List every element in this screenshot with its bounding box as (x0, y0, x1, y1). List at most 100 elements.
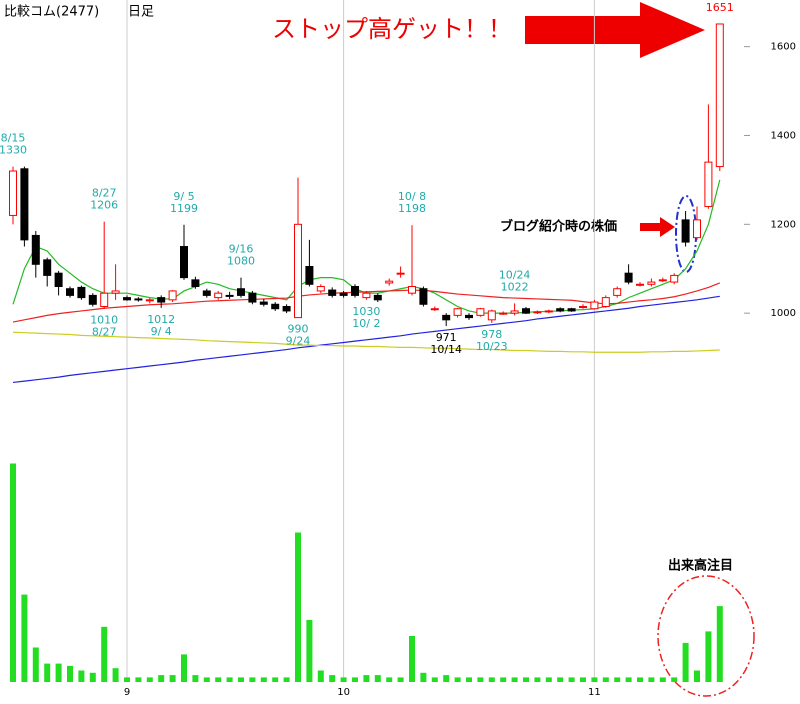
volume-bar (44, 663, 51, 682)
candle-body (408, 286, 416, 294)
candle-body (202, 290, 211, 296)
candle-body (487, 310, 496, 321)
y-tick-label: 1000 (771, 308, 796, 319)
volume-bar (192, 675, 199, 682)
candle-body (544, 310, 553, 313)
chart-subtitle: 日足 (128, 5, 154, 20)
volume-bar (614, 677, 621, 682)
volume-bar (659, 677, 666, 682)
volume-ellipse (657, 575, 755, 697)
volume-bar (10, 463, 16, 682)
peak-date: 8/27 (92, 187, 117, 200)
trough-value: 1012 (147, 313, 175, 326)
volume-bar (283, 677, 290, 682)
candle-body (613, 288, 622, 296)
volume-bar (21, 594, 28, 682)
candle-body (100, 292, 109, 307)
candle-body (157, 297, 166, 303)
volume-bar (135, 677, 142, 682)
candle-body (590, 301, 599, 310)
peak-value: 1330 (0, 144, 27, 157)
volume-bar (124, 677, 130, 682)
candle-body (259, 301, 268, 305)
candle-body (647, 281, 656, 285)
candle-body (636, 283, 644, 286)
volume-bar (386, 677, 393, 682)
candle-body (476, 308, 485, 316)
volume-bar (101, 626, 108, 682)
candle-body (499, 312, 508, 315)
y-tick-label: 1400 (771, 130, 796, 141)
candle-body (294, 223, 302, 319)
candle-body (453, 308, 462, 316)
volume-bar (67, 665, 73, 682)
trough-date: 10/14 (430, 343, 462, 356)
peak-value: 1198 (398, 202, 426, 215)
candle-body (658, 279, 667, 282)
candle-body (510, 310, 519, 314)
volume-bar (203, 677, 210, 682)
candle-body (20, 168, 29, 241)
candle-body (54, 272, 63, 288)
candle-body (180, 246, 188, 279)
candle-body (282, 305, 291, 312)
trough-value: 971 (436, 331, 457, 344)
trough-date: 8/27 (92, 326, 117, 339)
volume-bar (181, 654, 187, 682)
volume-bar (329, 675, 336, 682)
peak-date: 8/15 (1, 132, 26, 145)
x-tick-label: 9 (124, 687, 130, 698)
candle-body (704, 161, 713, 208)
candle-body (123, 297, 131, 301)
y-tick-label: 1600 (771, 42, 796, 53)
peak-date: 9/ 5 (173, 190, 194, 203)
candle-body (88, 294, 97, 305)
candle-body (328, 289, 337, 296)
trough-date: 9/ 4 (151, 325, 172, 338)
volume-bar (272, 677, 279, 682)
volume-bar (602, 677, 609, 682)
candle-body (31, 234, 40, 265)
candle-body (43, 259, 52, 276)
candle-body (316, 286, 325, 292)
volume-bar (580, 677, 586, 682)
volume-bar (625, 677, 632, 682)
volume-bar (511, 677, 518, 682)
volume-bar (352, 677, 358, 682)
volume-bar (637, 677, 643, 682)
candle-body (9, 170, 17, 216)
volume-bar (545, 677, 552, 682)
candle-body (533, 311, 542, 314)
volume-bar (694, 670, 700, 682)
volume-bar (557, 677, 564, 682)
small-arrow (640, 217, 675, 237)
candle-body (465, 314, 473, 319)
volume-bar (32, 647, 39, 682)
volume-bar (306, 619, 313, 682)
y-tick-label: 1200 (771, 219, 796, 230)
note-blog: ブログ紹介時の株価 (500, 219, 617, 235)
x-tick-label: 10 (337, 687, 350, 698)
big-arrow (525, 2, 705, 58)
volume-bar (238, 677, 244, 682)
candle-body (66, 288, 74, 296)
trough-value: 978 (481, 328, 502, 341)
trough-value: 990 (288, 323, 309, 336)
volume-bar (682, 642, 689, 682)
candle-body (145, 299, 154, 302)
trough-date: 9/24 (286, 335, 311, 348)
x-tick-label: 11 (588, 687, 601, 698)
candle-body (351, 286, 359, 296)
candle-body (225, 294, 234, 297)
moving-average (12, 295, 720, 384)
volume-bar (488, 677, 495, 682)
peak-date: 10/ 8 (398, 190, 426, 203)
trough-date: 10/ 2 (352, 317, 380, 330)
trough-value: 1010 (90, 314, 118, 327)
volume-bar (534, 677, 541, 682)
trough-value: 1030 (352, 305, 380, 318)
candle-body (419, 288, 428, 305)
volume-bar (397, 677, 404, 682)
volume-bar (591, 677, 598, 682)
